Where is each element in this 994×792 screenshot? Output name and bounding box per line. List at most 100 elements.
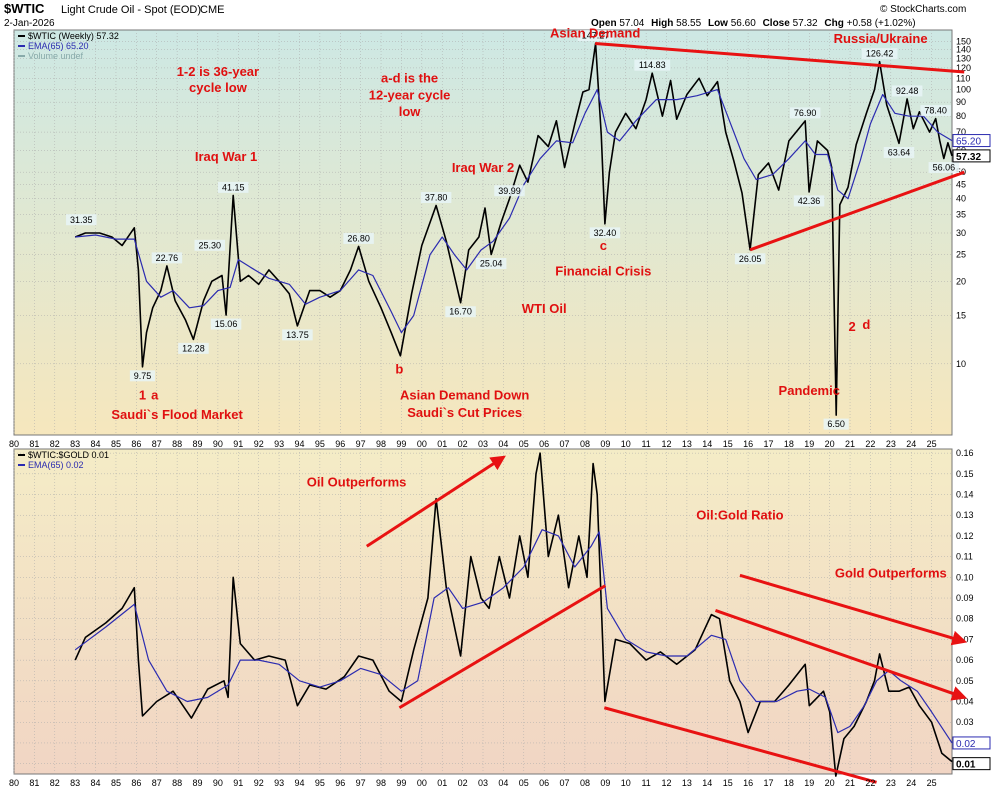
x-tick-label: 91 [233,439,243,449]
y-tick-label: 80 [956,111,966,121]
y-tick-label: 120 [956,63,971,73]
y-tick-label: 0.05 [956,676,974,686]
x-tick-label: 22 [865,778,875,788]
x-tick-label: 13 [682,439,692,449]
y-tick-label: 20 [956,276,966,286]
x-tick-label: 06 [539,778,549,788]
axis-badge-text: 57.32 [956,152,981,163]
x-tick-label: 10 [621,778,631,788]
annotation-text: Saudi`s Cut Prices [407,405,522,420]
ema-line [75,88,953,334]
y-tick-label: 130 [956,53,971,63]
x-tick-label: 88 [172,439,182,449]
price-label: 126.42 [866,49,894,59]
y-tick-label: 0.10 [956,572,974,582]
x-tick-label: 87 [152,439,162,449]
price-label: 56.06 [933,163,956,173]
x-tick-label: 89 [193,778,203,788]
x-tick-label: 11 [641,439,650,449]
annotation-text: c [600,238,607,253]
price-line [74,452,953,777]
price-label-box [210,318,242,330]
price-label: 6.50 [827,419,845,429]
x-tick-label: 85 [111,778,121,788]
open-value: 57.04 [619,18,644,29]
price-label-box [129,370,156,382]
x-tick-label: 23 [886,778,896,788]
axis-badge-text: 65.20 [956,137,981,148]
x-tick-label: 03 [478,778,488,788]
x-tick-label: 96 [335,778,345,788]
price-label-box [920,105,951,117]
x-tick-label: 15 [723,439,733,449]
price-label: 9.75 [134,371,152,381]
oil-gold-ratio-panel: 0.160.150.140.130.120.110.100.090.080.07… [13,448,991,784]
y-tick-label: 0.12 [956,531,974,541]
x-tick-label: 16 [743,439,753,449]
annotation-text: Iraq War 2 [452,160,514,175]
x-tick-label: 95 [315,778,325,788]
price-label-box [634,59,671,71]
annotation-text: Asian Demand Down [400,388,529,403]
x-tick-label: 86 [131,439,141,449]
x-tick-label: 90 [213,439,223,449]
x-tick-label: 94 [294,778,304,788]
y-tick-label: 0.09 [956,593,974,603]
price-label: 76.90 [794,108,817,118]
y-tick-label: 0.03 [956,717,974,727]
y-tick-label: 40 [956,194,966,204]
x-tick-label: 17 [763,439,773,449]
y-tick-label: 0.04 [956,697,974,707]
price-label-box [734,253,766,265]
x-tick-label: 96 [335,439,345,449]
price-label: 63.64 [888,147,911,157]
x-tick-label: 02 [458,439,468,449]
annotation-text: Pandemic [779,383,840,398]
x-tick-label: 08 [580,778,590,788]
x-tick-label: 80 [9,778,19,788]
x-tick-label: 83 [70,778,80,788]
x-tick-label: 84 [91,439,101,449]
open-label: Open [591,18,617,29]
price-label: 25.04 [480,259,503,269]
annotation-text: Saudi`s Flood Market [111,407,243,422]
price-label-box [66,214,97,226]
x-tick-label: 22 [865,439,875,449]
legend-entry: $WTIC:$GOLD 0.01 [28,450,109,460]
x-tick-label: 97 [356,439,366,449]
y-tick-label: 0.14 [956,490,974,500]
annotation-text: 1 [139,388,146,403]
x-tick-label: 92 [254,439,264,449]
x-tick-label: 04 [498,778,508,788]
price-label: 31.35 [70,215,93,225]
trendline [595,42,965,74]
x-tick-label: 92 [254,778,264,788]
legend-entry: $WTIC (Weekly) 57.32 [28,31,119,41]
price-label: 13.75 [286,330,309,340]
x-tick-label: 02 [458,778,468,788]
annotation-text: low [399,104,422,119]
y-tick-label: 0.13 [956,510,974,520]
annotation-text: a-d is the [381,71,438,86]
axis-badge [952,149,991,163]
price-label-box [178,342,209,354]
annotation-text: Russia/Ukraine [834,31,928,46]
price-label: 26.05 [739,254,762,264]
x-tick-label: 83 [70,439,80,449]
x-tick-label: 95 [315,439,325,449]
x-tick-label: 25 [927,439,937,449]
x-tick-label: 81 [29,439,39,449]
price-label-box [861,48,898,60]
price-label-box [589,227,621,239]
y-tick-label: 150 [956,36,971,46]
price-label: 42.36 [798,196,821,206]
trendline [365,455,506,548]
x-tick-label: 87 [152,778,162,788]
y-tick-label: 35 [956,210,966,220]
x-tick-label: 15 [723,778,733,788]
price-label-box [420,191,452,203]
x-tick-label: 94 [294,439,304,449]
x-tick-label: 08 [580,439,590,449]
ema-line [74,529,953,744]
x-tick-label: 21 [845,439,855,449]
